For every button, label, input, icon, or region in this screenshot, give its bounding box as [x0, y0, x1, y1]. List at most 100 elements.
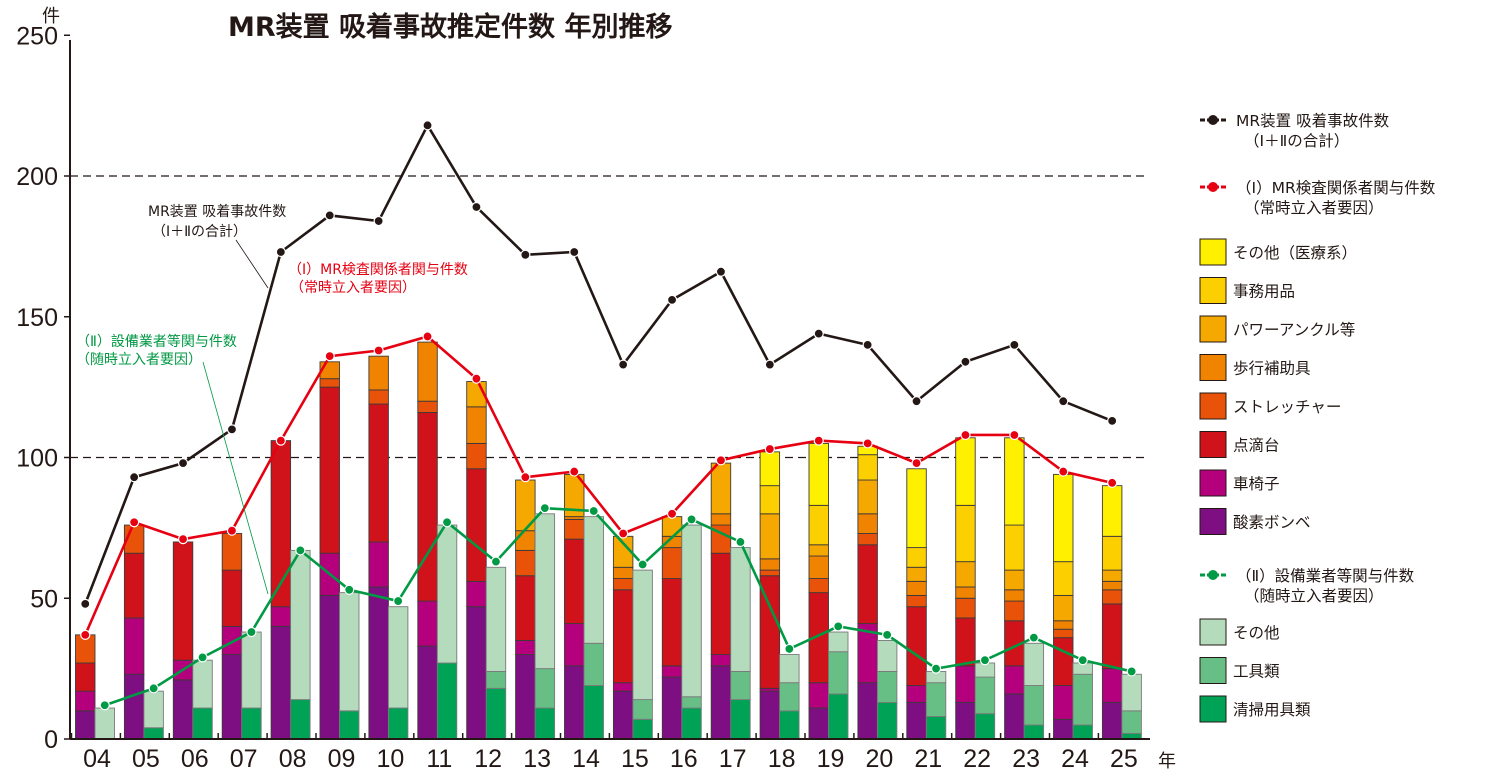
bar-II-segment-2 [143, 690, 164, 729]
legend-label-sub: （常時立入者要因） [1244, 199, 1384, 217]
bar-I-segment-5 [1004, 569, 1025, 591]
bar-I-segment-0 [75, 710, 96, 740]
line-series-1 [84, 335, 1113, 636]
line-point-1 [666, 508, 678, 519]
group-I-annotation-2: （常時立入者要因） [290, 280, 416, 296]
legend-swatch [1199, 618, 1227, 646]
bar-I-segment-4 [710, 513, 732, 526]
y-axis-unit: 件 [42, 6, 60, 26]
y-tick-label: 150 [16, 304, 58, 332]
bar-II-segment-2 [387, 606, 409, 709]
bar-II-segment-2 [241, 631, 262, 709]
y-tick-label: 200 [16, 163, 58, 191]
line-point-1 [422, 331, 433, 342]
legend-label: 歩行補助具 [1233, 360, 1311, 378]
x-tick-label: 05 [132, 745, 160, 773]
bar-II-segment-2 [94, 707, 115, 740]
line-point-2 [882, 629, 893, 640]
bar-I-segment-0 [221, 654, 243, 740]
bar-II-segment-1 [1121, 710, 1142, 734]
bar-I-segment-1 [515, 640, 536, 655]
annotations: MR装置 吸着事故件数 （Ⅰ＋Ⅱの合計） （Ⅰ）MR検査関係者関与件数 （常時立… [76, 204, 468, 595]
x-tick-label: 07 [230, 745, 258, 773]
bar-I-segment-5 [808, 544, 829, 557]
bar-I-segment-3 [564, 518, 585, 540]
bar-I-segment-2 [906, 606, 927, 686]
line-point-1 [373, 345, 384, 356]
bar-I-segment-6 [808, 504, 829, 546]
line-series-0 [84, 122, 1113, 605]
bar-I-segment-1 [1053, 685, 1074, 720]
line-point-0 [177, 458, 189, 469]
line-point-1 [1058, 466, 1069, 477]
line-point-2 [930, 663, 942, 674]
line-point-2 [393, 595, 404, 607]
line-point-0 [862, 339, 873, 350]
bar-I-segment-2 [1053, 637, 1074, 686]
bar-I-segment-5 [857, 479, 878, 515]
axes: 0 50 100 150 200 250 04 05 06 07 08 09 10 11 12 13 14 15 1… [16, 22, 1150, 773]
bar-I-segment-4 [808, 555, 829, 579]
x-axis-unit: 年 [1158, 751, 1176, 771]
x-tick-label: 20 [865, 745, 893, 773]
line-point-2 [197, 652, 208, 663]
bar-I-segment-2 [75, 662, 96, 692]
bar-II-segment-2 [534, 513, 556, 670]
legend-label: （Ⅰ）MR検査関係者関与件数 [1236, 179, 1436, 197]
bar-I-segment-0 [857, 682, 878, 740]
bar-II-segment-1 [828, 651, 849, 695]
x-tick-label: 18 [768, 745, 796, 773]
x-tick-label: 04 [83, 745, 111, 773]
x-tick-label: 22 [963, 745, 991, 773]
bar-I-segment-0 [612, 690, 634, 740]
legend-marker [1208, 570, 1218, 580]
bar-II-segment-2 [436, 524, 458, 664]
bar-I-segment-1 [955, 665, 976, 703]
legend-label: 車椅子 [1233, 475, 1280, 493]
line-point-1 [862, 438, 873, 449]
y-tick-label: 0 [44, 726, 58, 754]
x-tick-label: 14 [572, 745, 600, 773]
legend-swatch [1199, 238, 1227, 266]
legend-swatch [1199, 431, 1227, 458]
line-point-1 [715, 455, 727, 466]
bar-I-segment-7 [759, 451, 781, 487]
y-tick-label: 50 [30, 585, 58, 613]
bar-I-segment-3 [955, 597, 976, 619]
line-point-2 [490, 556, 502, 567]
bar-II-segment-2 [779, 654, 800, 684]
x-tick-label: 24 [1061, 745, 1089, 773]
group-II-annotation-2: （随時立入者要因） [76, 352, 202, 368]
bar-I-segment-7 [1101, 485, 1123, 537]
bar-I-segment-3 [857, 533, 878, 546]
x-tick-label: 10 [376, 745, 404, 773]
line-point-2 [1126, 666, 1137, 677]
x-tick-label: 15 [621, 745, 649, 773]
bar-I-segment-3 [1004, 600, 1025, 622]
bar-I-segment-5 [710, 462, 732, 515]
line-point-1 [764, 443, 775, 455]
bar-II-segment-0 [534, 707, 556, 740]
bar-I-segment-0 [1004, 693, 1025, 740]
bar-I-segment-2 [368, 403, 389, 543]
bar-I-segment-0 [515, 654, 536, 740]
line-point-0 [80, 598, 91, 609]
bar-II-segment-0 [241, 707, 262, 740]
line-point-2 [979, 655, 991, 666]
bar-II-segment-0 [485, 687, 507, 740]
line-point-0 [715, 266, 727, 277]
line-point-0 [373, 215, 384, 227]
bar-II-segment-2 [583, 516, 604, 644]
line-point-0 [226, 424, 238, 435]
bar-I-segment-0 [661, 676, 683, 740]
line-point-2 [539, 503, 550, 514]
line-point-2 [588, 505, 599, 517]
bar-II-segment-2 [192, 659, 213, 709]
bar-I-segment-3 [417, 400, 438, 413]
line-point-1 [911, 458, 922, 469]
line-point-0 [618, 359, 629, 370]
line-point-0 [129, 472, 140, 483]
bar-I-segment-3 [1101, 589, 1123, 605]
line-point-1 [520, 472, 531, 483]
bar-II-segment-0 [828, 693, 849, 740]
